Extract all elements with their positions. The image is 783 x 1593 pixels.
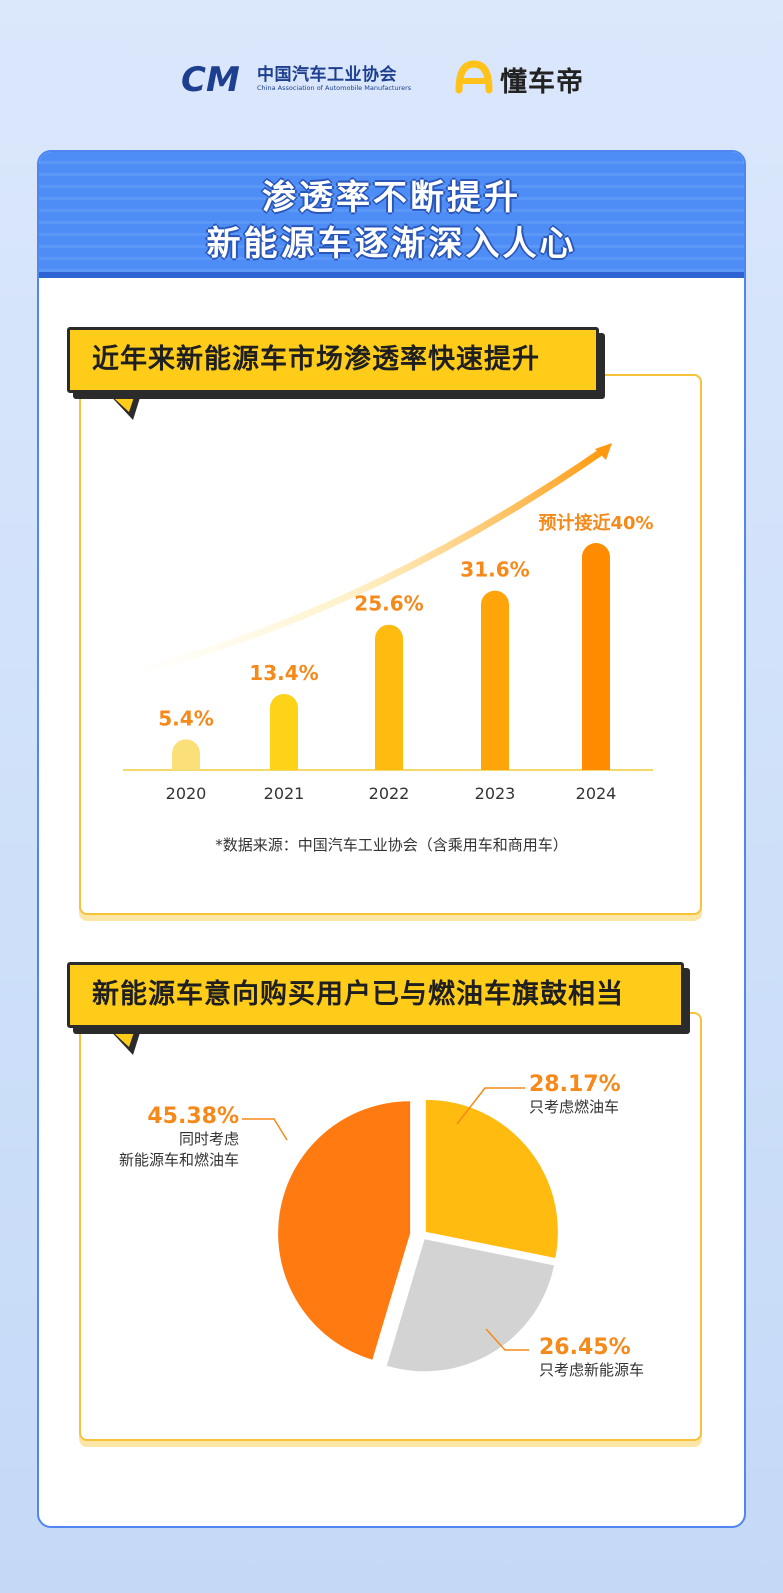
x-tick-label: 2020 xyxy=(166,784,207,803)
card-header: 渗透率不断提升 新能源车逐渐深入人心 xyxy=(39,152,744,278)
bar-2021 xyxy=(270,693,298,770)
x-tick-label: 2022 xyxy=(369,784,410,803)
pie-label-value: 26.45% xyxy=(539,1335,631,1360)
header-logos: CM 中国汽车工业协会 China Association of Automob… xyxy=(0,58,783,98)
data-source-note: *数据来源：中国汽车工业协会（含乘用车和商用车） xyxy=(215,836,568,854)
bar-value-label: 31.6% xyxy=(460,558,529,582)
pie-slice xyxy=(425,1099,558,1258)
card-title-line2: 新能源车逐渐深入人心 xyxy=(206,224,577,264)
bar-2020 xyxy=(172,739,200,770)
bar-2023 xyxy=(481,590,509,770)
banner-tail-icon xyxy=(103,388,143,420)
section1-banner: 近年来新能源车市场渗透率快速提升 xyxy=(67,327,599,393)
pie-label-value: 28.17% xyxy=(529,1072,621,1097)
pie-label-value: 45.38% xyxy=(147,1104,239,1129)
main-card: 渗透率不断提升 新能源车逐渐深入人心 近年来新能源车市场渗透率快速提升 5.4%… xyxy=(37,150,746,1528)
bar-2022 xyxy=(375,624,403,770)
caam-name-cn: 中国汽车工业协会 xyxy=(257,65,397,85)
x-tick-label: 2021 xyxy=(264,784,305,803)
card-title-line1: 渗透率不断提升 xyxy=(262,178,521,218)
trend-arrow xyxy=(130,446,608,676)
caam-logo-icon: CM xyxy=(181,60,240,98)
caam-logo-mark: CM xyxy=(181,60,240,98)
bar-value-label: 5.4% xyxy=(158,706,213,730)
leader-lines xyxy=(242,1087,529,1351)
x-tick-label: 2024 xyxy=(576,784,617,803)
pie-label-nev-only: 26.45% 只考虑新能源车 xyxy=(539,1335,644,1381)
pie-label-desc: 新能源车和燃油车 xyxy=(118,1151,239,1169)
pie-label-desc: 同时考虑 xyxy=(178,1130,239,1148)
banner-tail-icon xyxy=(103,1023,143,1055)
section2-banner: 新能源车意向购买用户已与燃油车旗鼓相当 xyxy=(67,962,684,1028)
pie-label-desc: 只考虑燃油车 xyxy=(529,1098,620,1116)
pie-label-desc: 只考虑新能源车 xyxy=(539,1361,645,1379)
trend-arrow-head xyxy=(595,443,612,460)
bar-value-label: 13.4% xyxy=(249,661,318,685)
dongchedi-name: 懂车帝 xyxy=(500,67,584,98)
bar-chart: 5.4% 2020 13.4% 2021 25.6% 2022 31.6% 2023 预计接近4… xyxy=(123,443,654,803)
dongchedi-logo-icon xyxy=(455,60,493,94)
pie-label-fuel-only: 28.17% 只考虑燃油车 xyxy=(529,1072,621,1118)
pie-slice xyxy=(386,1239,554,1372)
pie-label-both: 45.38% 同时考虑 新能源车和燃油车 xyxy=(99,1104,239,1171)
caam-name-en: China Association of Automobile Manufact… xyxy=(257,84,412,92)
bar-value-label: 25.6% xyxy=(354,592,423,616)
bar-2024 xyxy=(582,543,610,770)
bar-value-label: 预计接近40% xyxy=(538,512,653,534)
x-tick-label: 2023 xyxy=(475,784,516,803)
pie-slice xyxy=(278,1101,411,1360)
pie-chart xyxy=(242,1087,558,1372)
